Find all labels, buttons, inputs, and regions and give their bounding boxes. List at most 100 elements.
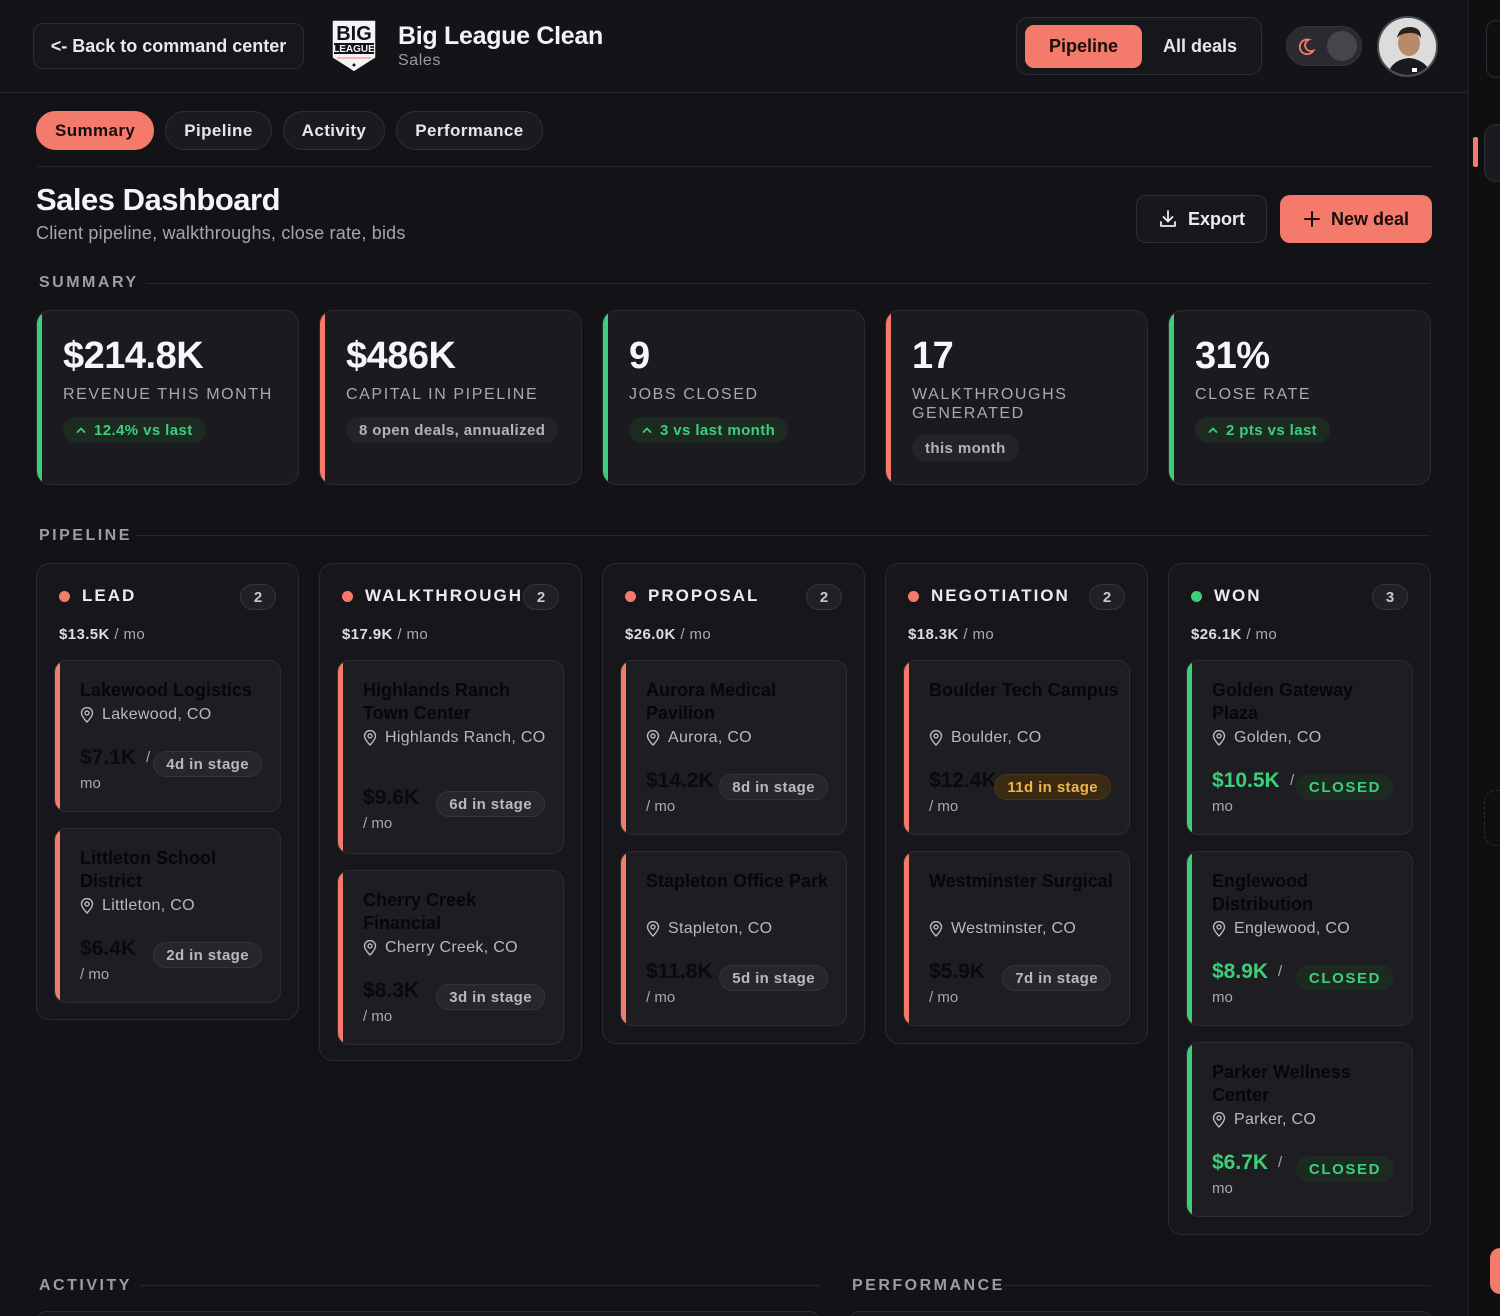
deal-per-unit: / mo [646,798,676,815]
stage-count-badge: 2 [240,584,276,610]
deal-value: $9.6K [363,786,420,809]
deal-stage-badge: 11d in stage [994,774,1111,800]
download-icon [1160,210,1176,227]
deal-card[interactable]: Parker Wellness Center Parker, CO $6.7K / mo… [1186,1042,1413,1217]
deal-card[interactable]: Stapleton Office Park Stapleton, CO $11.8K… [620,851,847,1026]
deal-card[interactable]: Westminster Surgical Westminster, CO $5.9K… [903,851,1130,1026]
tab-activity[interactable]: Activity [282,111,386,150]
deal-card[interactable]: Cherry Creek Financial Cherry Creek, CO $8… [337,870,564,1045]
deal-accent [55,661,60,811]
brand-title: Big League Clean [398,22,603,50]
summary-section-label: SUMMARY [39,274,139,291]
deal-value: $11.8K [646,960,713,983]
deal-card[interactable]: Littleton School District Littleton, CO $6… [54,828,281,1003]
tab-summary[interactable]: Summary [36,111,155,150]
svg-text:LEAGUE: LEAGUE [333,44,375,55]
rail-active-indicator [1473,137,1478,167]
kpi-accent [603,311,608,484]
stage-count-badge: 2 [806,584,842,610]
kpi-trend-chip: 3 vs last month [629,417,789,443]
rail-control[interactable] [1486,20,1500,78]
deal-accent [338,871,343,1044]
deal-card[interactable]: Englewood Distribution Englewood, CO $8.9K… [1186,851,1413,1026]
location-pin-icon [646,730,660,746]
new-deal-label: New deal [1330,208,1410,229]
stage-total-value: $26.1K [1191,626,1242,643]
pipeline-view-button[interactable]: Pipeline [1025,25,1142,68]
deal-per-slash: / [1290,772,1295,789]
deal-accent [904,661,909,834]
rail-dropzone[interactable] [1484,790,1500,846]
pipeline-section-label: PIPELINE [39,527,132,544]
deal-card[interactable]: Lakewood Logistics Lakewood, CO $7.1K / mo 4d… [54,660,281,812]
deal-accent [621,852,626,1025]
tab-pipeline[interactable]: Pipeline [165,111,272,150]
deal-location-text: Aurora, CO [668,729,752,746]
column-header: WON [1191,586,1262,606]
export-label: Export [1187,208,1245,229]
deal-per-unit: mo [1212,1180,1233,1197]
deal-card[interactable]: Golden Gateway Plaza Golden, CO $10.5K / mo C… [1186,660,1413,835]
column-header: PROPOSAL [625,586,759,606]
deal-location-text: Golden, CO [1234,729,1322,746]
deal-card[interactable]: Boulder Tech Campus Boulder, CO $12.4K / mo… [903,660,1130,835]
deal-per-unit: / mo [929,798,959,815]
stage-name: PROPOSAL [648,586,760,605]
rail-action-button[interactable] [1490,1248,1500,1294]
stage-total-value: $17.9K [342,626,393,643]
deal-location: Cherry Creek, CO [363,939,553,956]
svg-text:BIG: BIG [336,23,372,45]
stage-dot-icon [1191,590,1202,602]
deal-value: $14.2K [646,769,714,792]
kpi-accent [320,311,325,484]
deal-accent [904,852,909,1025]
stage-total: $18.3K / mo [908,626,994,643]
rail-tab[interactable] [1484,124,1500,182]
stage-total-unit: / mo [397,626,429,643]
deal-name: Cherry Creek Financial [363,890,477,933]
deal-stage-badge: 5d in stage [719,965,828,991]
deal-name: Golden Gateway Plaza [1212,680,1354,723]
deal-stage-badge: 8d in stage [719,774,828,800]
new-deal-button[interactable]: New deal [1280,195,1432,243]
toggle-knob [1327,31,1357,61]
deal-location-text: Westminster, CO [951,920,1077,937]
kpi-trend-text: 3 vs last month [660,421,776,439]
pipeline-column-negotiation: NEGOTIATION 2 $18.3K / mo Boulder Tech Camp… [885,563,1148,1044]
kpi-trend-text: 2 pts vs last [1226,421,1318,439]
pipeline-column-proposal: PROPOSAL 2 $26.0K / mo Aurora Medical Pavil… [602,563,865,1044]
stage-dot-icon [908,590,919,602]
deal-per-unit: mo [1212,798,1233,815]
big-league-clean-logo: BIG LEAGUE [331,19,377,73]
deal-location: Littleton, CO [80,897,270,914]
performance-section-label: PERFORMANCE [852,1277,1005,1294]
deal-location: Stapleton, CO [646,920,836,937]
top-bar: <- Back to command center BIG LEAGUE Big… [0,0,1468,93]
deal-card[interactable]: Highlands Ranch Town Center Highlands Ran… [337,660,564,854]
export-button[interactable]: Export [1136,195,1267,243]
deal-value: $12.4K [929,769,997,792]
deal-accent [1187,1043,1192,1216]
deal-card[interactable]: Aurora Medical Pavilion Aurora, CO $14.2K /… [620,660,847,835]
avatar[interactable] [1377,16,1438,77]
stage-total-unit: / mo [1246,626,1278,643]
kpi-trend-text: 12.4% vs last [94,421,193,439]
back-to-command-center-button[interactable]: <- Back to command center [33,23,304,69]
deal-location-text: Littleton, CO [102,897,195,914]
moon-icon [1298,38,1316,55]
stage-total-unit: / mo [680,626,712,643]
stage-dot-icon [59,590,70,602]
deal-location: Lakewood, CO [80,706,270,723]
tab-performance[interactable]: Performance [396,111,543,150]
deal-location: Parker, CO [1212,1111,1402,1128]
theme-toggle[interactable] [1286,26,1362,66]
deal-location-text: Parker, CO [1234,1111,1317,1128]
section-divider [140,1285,820,1286]
kpi-label: CLOSE RATE [1195,386,1312,403]
all-deals-view-button[interactable]: All deals [1162,36,1238,56]
deal-name: Stapleton Office Park [646,871,829,891]
kpi-value: 9 [629,335,650,377]
location-pin-icon [929,921,943,937]
kpi-trend-text: 8 open deals, annualized [359,421,546,439]
deal-accent [1187,852,1192,1025]
